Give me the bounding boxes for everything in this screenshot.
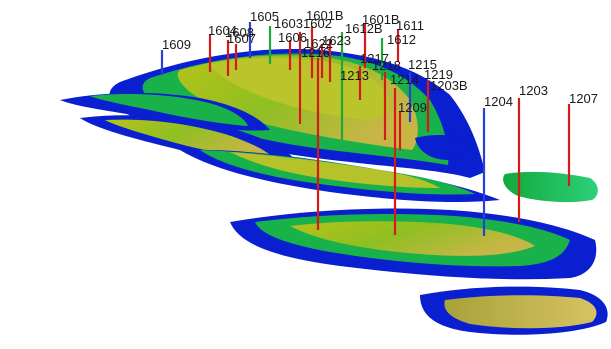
well-label-1608: 1608: [225, 25, 254, 40]
well-label-1216: 1216: [301, 45, 330, 60]
well-label-1603: 1603: [274, 16, 303, 31]
middle-layer-stack: [60, 92, 500, 203]
well-label-1203: 1203: [519, 83, 548, 98]
well-label-1214: 1214: [390, 72, 419, 87]
well-label-1604: 1604: [208, 23, 237, 38]
well-label-1609: 1609: [162, 37, 191, 52]
well-label-1602: 1602: [303, 16, 332, 31]
well-label-1612B: 1612B: [345, 21, 383, 36]
well-label-1215: 1215: [408, 57, 437, 72]
well-label-1606: 1606: [278, 30, 307, 45]
well-label-1203B: 1203B: [430, 78, 468, 93]
well-labels: 1609 1604 1608 1607 1605 1603 1602 1606 …: [162, 8, 598, 115]
well-label-1219: 1219: [424, 67, 453, 82]
well-label-1218: 1218: [372, 58, 401, 73]
well-label-1607: 1607: [227, 31, 256, 46]
well-label-1204: 1204: [484, 94, 513, 109]
lower-layer-stack: [230, 135, 608, 335]
well-label-1612: 1612: [387, 32, 416, 47]
well-label-1611: 1611: [396, 18, 424, 33]
well-label-1217: 1217: [360, 51, 389, 66]
well-label-1605: 1605: [250, 9, 279, 24]
well-label-1622: 1622: [304, 36, 333, 51]
well-label-1601B-2: 1601B: [362, 12, 400, 27]
well-label-1601B: 1601B: [306, 8, 344, 23]
well-sticks: [160, 22, 571, 236]
upper-layer-stack: [109, 49, 485, 178]
well-label-1207: 1207: [569, 91, 598, 106]
well-label-1209: 1209: [398, 100, 427, 115]
well-label-1213: 1213: [340, 68, 369, 83]
well-label-1623: 1623: [322, 33, 351, 48]
